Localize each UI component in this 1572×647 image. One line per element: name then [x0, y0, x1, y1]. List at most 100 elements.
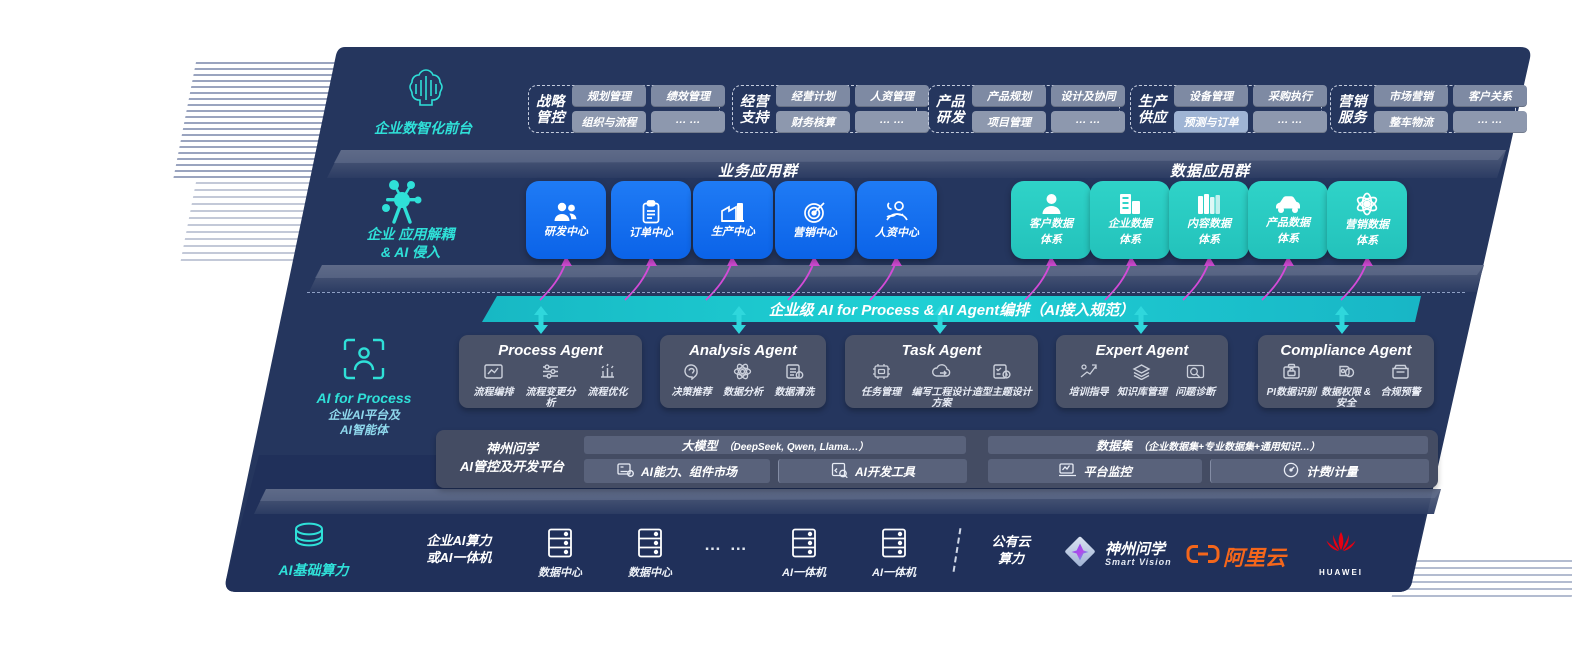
domain-chip[interactable]: … …: [1253, 111, 1327, 133]
infra-node-0[interactable]: 数据中心: [528, 528, 592, 581]
platform-tile-market[interactable]: AI能力、组件市场: [584, 459, 770, 483]
caption-business-apps: 业务应用群: [718, 163, 799, 180]
agent-capability[interactable]: 合规预警: [1373, 363, 1428, 398]
domain-group-0[interactable]: 战略 管控 规划管理 绩效管理 组织与流程 … …: [528, 85, 725, 133]
app-card-label: 生产中心: [711, 226, 755, 239]
platform-left-label: 神州问学 AI管控及开发平台: [438, 440, 586, 475]
domain-chip[interactable]: … …: [651, 111, 725, 133]
platform-tile-devtools[interactable]: AI开发工具: [778, 459, 967, 483]
data-card-marketing[interactable]: 营销数据 体系: [1327, 181, 1407, 259]
checklist-clock-icon: [992, 363, 1011, 384]
platform-tile-monitor[interactable]: 平台监控: [988, 459, 1202, 483]
enterprise-compute-label: 企业AI算力 或AI一体机: [426, 533, 492, 565]
app-card-marketing[interactable]: 营销中心: [775, 181, 855, 259]
domain-chip[interactable]: 预测与订单: [1174, 111, 1248, 133]
chart-frame-icon: [484, 363, 503, 384]
vendor-huawei[interactable]: HUAWEI: [1316, 528, 1366, 577]
agent-capability[interactable]: 编写工程设计方案: [911, 363, 971, 410]
agent-capability-label: PI数据识别: [1266, 386, 1317, 398]
domain-chip[interactable]: 设备管理: [1174, 85, 1248, 107]
app-card-label: 人资中心: [875, 226, 919, 239]
dev-tool-icon: [831, 462, 849, 481]
agent-capability-label: 流程变更分析: [525, 386, 576, 410]
agent-capability[interactable]: 任务管理: [851, 363, 911, 398]
app-card-hr[interactable]: 人资中心: [857, 181, 937, 259]
data-card-product[interactable]: 产品数据 体系: [1248, 181, 1328, 259]
agent-capability[interactable]: 流程编排: [465, 363, 522, 398]
app-card-rd[interactable]: 研发中心: [526, 181, 606, 259]
infra-node-2[interactable]: AI一体机: [772, 528, 836, 581]
agent-capability[interactable]: 流程变更分析: [522, 363, 579, 410]
data-card-customer[interactable]: 客户数据 体系: [1011, 181, 1091, 259]
domain-chip[interactable]: 项目管理: [972, 111, 1046, 133]
domain-chip[interactable]: … …: [1051, 111, 1125, 133]
layers-icon: [1132, 363, 1151, 384]
domain-chip[interactable]: 绩效管理: [651, 85, 725, 107]
id-lock-icon: [1282, 363, 1301, 384]
agent-capability[interactable]: 知识库管理: [1115, 363, 1168, 398]
vendor-smartvision[interactable]: 神州问学 Smart Vision: [1062, 534, 1172, 575]
domain-group-2[interactable]: 产品 研发 产品规划 设计及协同 项目管理 … …: [928, 85, 1125, 133]
domain-group-1[interactable]: 经营 支持 经营计划 人资管理 财务核算 … …: [732, 85, 929, 133]
agent-capability[interactable]: 数据权限 & 安全: [1319, 363, 1374, 410]
smartvision-logo: [1062, 534, 1098, 575]
domain-chip[interactable]: … …: [855, 111, 929, 133]
domain-group-3[interactable]: 生产 供应 设备管理 采购执行 预测与订单 … …: [1130, 85, 1327, 133]
agent-capability[interactable]: 流程优化: [579, 363, 636, 398]
domain-chip[interactable]: 设计及协同: [1051, 85, 1125, 107]
infra-node-1[interactable]: 数据中心: [618, 528, 682, 581]
domain-group-2-name: 产品 研发: [936, 92, 965, 125]
domain-chip[interactable]: 组织与流程: [572, 111, 646, 133]
agent-capability[interactable]: PI数据识别: [1264, 363, 1319, 398]
domain-chip[interactable]: … …: [1453, 111, 1527, 133]
domain-chip[interactable]: 规划管理: [572, 85, 646, 107]
agent-capability-label: 决策推荐: [671, 386, 712, 398]
domain-chip[interactable]: 市场营销: [1374, 85, 1448, 107]
building-icon: [1119, 193, 1141, 215]
dataset-bar[interactable]: 数据集 （企业数据集+专业数据集+通用知识…）: [988, 436, 1428, 454]
data-card-label: 企业数据: [1108, 217, 1152, 230]
data-card-label2: 体系: [1277, 233, 1299, 245]
agent-title: Process Agent: [498, 342, 603, 359]
rail-app-decoupling-label2: & AI 侵入: [380, 243, 441, 260]
rail-front-office-label: 企业数智化前台: [374, 120, 472, 136]
platform-tile-label: AI开发工具: [854, 464, 915, 479]
agent-card-process[interactable]: Process Agent 流程编排: [459, 335, 642, 410]
app-card-production[interactable]: 生产中心: [693, 181, 773, 259]
vendor-alicloud[interactable]: 阿里云: [1186, 542, 1286, 572]
app-card-order[interactable]: 订单中心: [611, 181, 691, 259]
domain-chip[interactable]: 产品规划: [972, 85, 1046, 107]
agent-capability[interactable]: 数据分析: [717, 363, 768, 398]
domain-chip[interactable]: 整车物流: [1374, 111, 1448, 133]
agent-capability[interactable]: 问题诊断: [1169, 363, 1222, 398]
domain-group-4[interactable]: 营销 服务 市场营销 客户关系 整车物流 … …: [1330, 85, 1527, 133]
domain-chip[interactable]: 采购执行: [1253, 85, 1327, 107]
agent-card-compliance[interactable]: Compliance Agent PI数据识别: [1258, 335, 1434, 410]
agent-card-task[interactable]: Task Agent 任务管理: [845, 335, 1038, 410]
domain-chip[interactable]: 财务核算: [776, 111, 850, 133]
agent-capability[interactable]: 培训指导: [1062, 363, 1115, 398]
app-card-label: 营销中心: [793, 226, 837, 239]
agent-card-analysis[interactable]: Analysis Agent 决策推荐: [660, 335, 826, 408]
server-icon: [881, 528, 907, 563]
data-card-content[interactable]: 内容数据 体系: [1169, 181, 1249, 259]
factory-icon: [720, 200, 746, 223]
platform-tile-label: 计费/计量: [1306, 464, 1358, 479]
domain-chip[interactable]: 人资管理: [855, 85, 929, 107]
domain-chip[interactable]: 客户关系: [1453, 85, 1527, 107]
shield-keys-icon: [1337, 363, 1356, 384]
infra-node-3[interactable]: AI一体机: [862, 528, 926, 581]
rail-ai-for-process-label: AI for Process: [316, 390, 412, 406]
platform-tile-billing[interactable]: 计费/计量: [1210, 459, 1429, 483]
domain-chip[interactable]: 经营计划: [776, 85, 850, 107]
brain-icon: [405, 66, 447, 117]
user-solid-icon: [1041, 193, 1062, 215]
agent-card-expert[interactable]: Expert Agent 培训指导: [1056, 335, 1228, 408]
gauge-icon: [1282, 462, 1300, 481]
agent-capability[interactable]: 造型主题设计: [972, 363, 1032, 398]
llm-bar[interactable]: 大模型 （DeepSeek, Qwen, Llama…）: [584, 436, 966, 454]
data-card-enterprise[interactable]: 企业数据 体系: [1090, 181, 1170, 259]
rail-ai-for-process: AI for Process 企业AI平台及 AI智能体: [300, 390, 428, 438]
agent-capability[interactable]: 决策推荐: [666, 363, 717, 398]
agent-capability[interactable]: 数据清洗: [769, 363, 820, 398]
